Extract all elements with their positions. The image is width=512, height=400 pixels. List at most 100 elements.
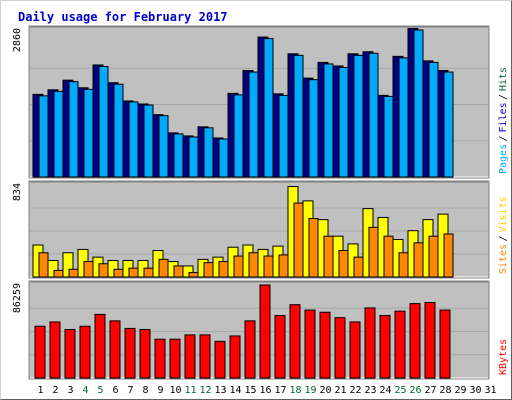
day-label-28: 28 [439, 385, 451, 396]
day-label-29: 29 [454, 385, 466, 396]
hits-bar-files-25 [398, 57, 409, 178]
hits-bar-files-2 [53, 90, 64, 178]
hits-bar-files-20 [323, 63, 334, 178]
day-label-19: 19 [304, 385, 316, 396]
hits-bar-files-24 [383, 95, 394, 178]
day-label-22: 22 [349, 385, 361, 396]
hits-legend-sep-2: / [498, 94, 509, 100]
visits-bar-sites-12 [203, 262, 214, 278]
hits-bar-files-17 [278, 94, 289, 178]
day-label-20: 20 [319, 385, 331, 396]
visits-bar-sites-9 [158, 258, 169, 278]
day-label-14: 14 [229, 385, 241, 396]
kbytes-bar-kbytes-22 [349, 321, 361, 379]
kbytes-bar-kbytes-14 [229, 335, 241, 379]
visits-legend-visits: Visits [498, 196, 509, 232]
kbytes-bar-kbytes-5 [94, 313, 106, 379]
kbytes-bar-kbytes-19 [304, 309, 316, 379]
kbytes-bar-kbytes-13 [214, 340, 226, 379]
day-label-27: 27 [424, 385, 436, 396]
visits-bar-sites-10 [173, 265, 184, 278]
day-label-2: 2 [52, 385, 58, 396]
day-label-23: 23 [364, 385, 376, 396]
hits-bar-files-21 [338, 66, 349, 178]
day-label-18: 18 [289, 385, 301, 396]
visits-bar-sites-3 [68, 268, 79, 278]
hits-bar-files-16 [263, 38, 274, 178]
hits-legend-files: Files [498, 102, 509, 132]
hits-bar-files-19 [308, 79, 319, 178]
visits-bar-sites-1 [38, 252, 49, 278]
visits-bar-sites-2 [53, 269, 64, 278]
hits-bar-files-14 [233, 94, 244, 178]
day-label-7: 7 [127, 385, 133, 396]
visits-bar-sites-11 [188, 272, 199, 278]
kbytes-bar-kbytes-23 [364, 307, 376, 379]
day-label-9: 9 [157, 385, 163, 396]
chart-title: Daily usage for February 2017 [18, 10, 228, 24]
visits-bar-sites-16 [263, 255, 274, 278]
hits-bar-files-11 [188, 136, 199, 178]
kbytes-bar-kbytes-4 [79, 325, 91, 379]
day-label-10: 10 [169, 385, 181, 396]
day-label-15: 15 [244, 385, 256, 396]
hits-bar-files-3 [68, 81, 79, 178]
kbytes-bar-kbytes-16 [259, 284, 271, 379]
day-label-4: 4 [82, 385, 88, 396]
hits-bar-files-28 [443, 71, 454, 178]
kbytes-bar-kbytes-8 [139, 328, 151, 379]
day-label-24: 24 [379, 385, 391, 396]
visits-bar-sites-24 [383, 235, 394, 278]
visits-bar-sites-20 [323, 235, 334, 278]
visits-legend-sep-1: / [498, 235, 509, 241]
kbytes-max-label: 86259 [12, 283, 23, 313]
hits-bar-files-26 [413, 29, 424, 178]
day-label-26: 26 [409, 385, 421, 396]
visits-bar-sites-25 [398, 252, 409, 278]
day-label-21: 21 [334, 385, 346, 396]
hits-bar-files-27 [428, 61, 439, 178]
kbytes-bar-kbytes-18 [289, 304, 301, 379]
day-label-5: 5 [97, 385, 103, 396]
visits-legend-sites: Sites [498, 244, 509, 274]
day-label-16: 16 [259, 385, 271, 396]
day-label-25: 25 [394, 385, 406, 396]
visits-bar-sites-22 [353, 256, 364, 278]
visits-bar-sites-8 [143, 267, 154, 278]
kbytes-bar-kbytes-2 [49, 321, 61, 379]
visits-bar-sites-26 [413, 242, 424, 278]
visits-bar-sites-5 [98, 263, 109, 278]
hits-bar-files-7 [128, 101, 139, 178]
kbytes-bar-kbytes-24 [379, 314, 391, 379]
hits-legend-hits: Hits [498, 67, 509, 91]
kbytes-bar-kbytes-3 [64, 328, 76, 379]
day-label-11: 11 [184, 385, 196, 396]
kbytes-bar-kbytes-21 [334, 317, 346, 379]
day-label-6: 6 [112, 385, 118, 396]
visits-bar-sites-6 [113, 268, 124, 278]
kbytes-bar-kbytes-28 [439, 309, 451, 379]
visits-bar-sites-27 [428, 235, 439, 278]
hits-bar-files-9 [158, 115, 169, 178]
day-label-17: 17 [274, 385, 286, 396]
kbytes-bar-kbytes-6 [109, 320, 121, 379]
hits-bar-files-22 [353, 54, 364, 178]
visits-max-label: 834 [12, 183, 23, 201]
visits-bar-sites-17 [278, 254, 289, 278]
kbytes-bar-kbytes-27 [424, 302, 436, 379]
hits-bar-files-12 [203, 127, 214, 178]
day-label-8: 8 [142, 385, 148, 396]
kbytes-bar-kbytes-7 [124, 327, 136, 379]
hits-bar-files-4 [83, 88, 94, 178]
visits-bar-sites-23 [368, 226, 379, 278]
kbytes-bar-kbytes-11 [184, 334, 196, 379]
visits-bar-sites-21 [338, 250, 349, 278]
kbytes-bar-kbytes-9 [154, 338, 166, 379]
day-label-31: 31 [484, 385, 496, 396]
visits-bar-sites-18 [293, 202, 304, 278]
kbytes-legend-kbytes: KBytes [498, 339, 509, 375]
hits-legend-pages: Pages [498, 144, 509, 174]
day-label-12: 12 [199, 385, 211, 396]
